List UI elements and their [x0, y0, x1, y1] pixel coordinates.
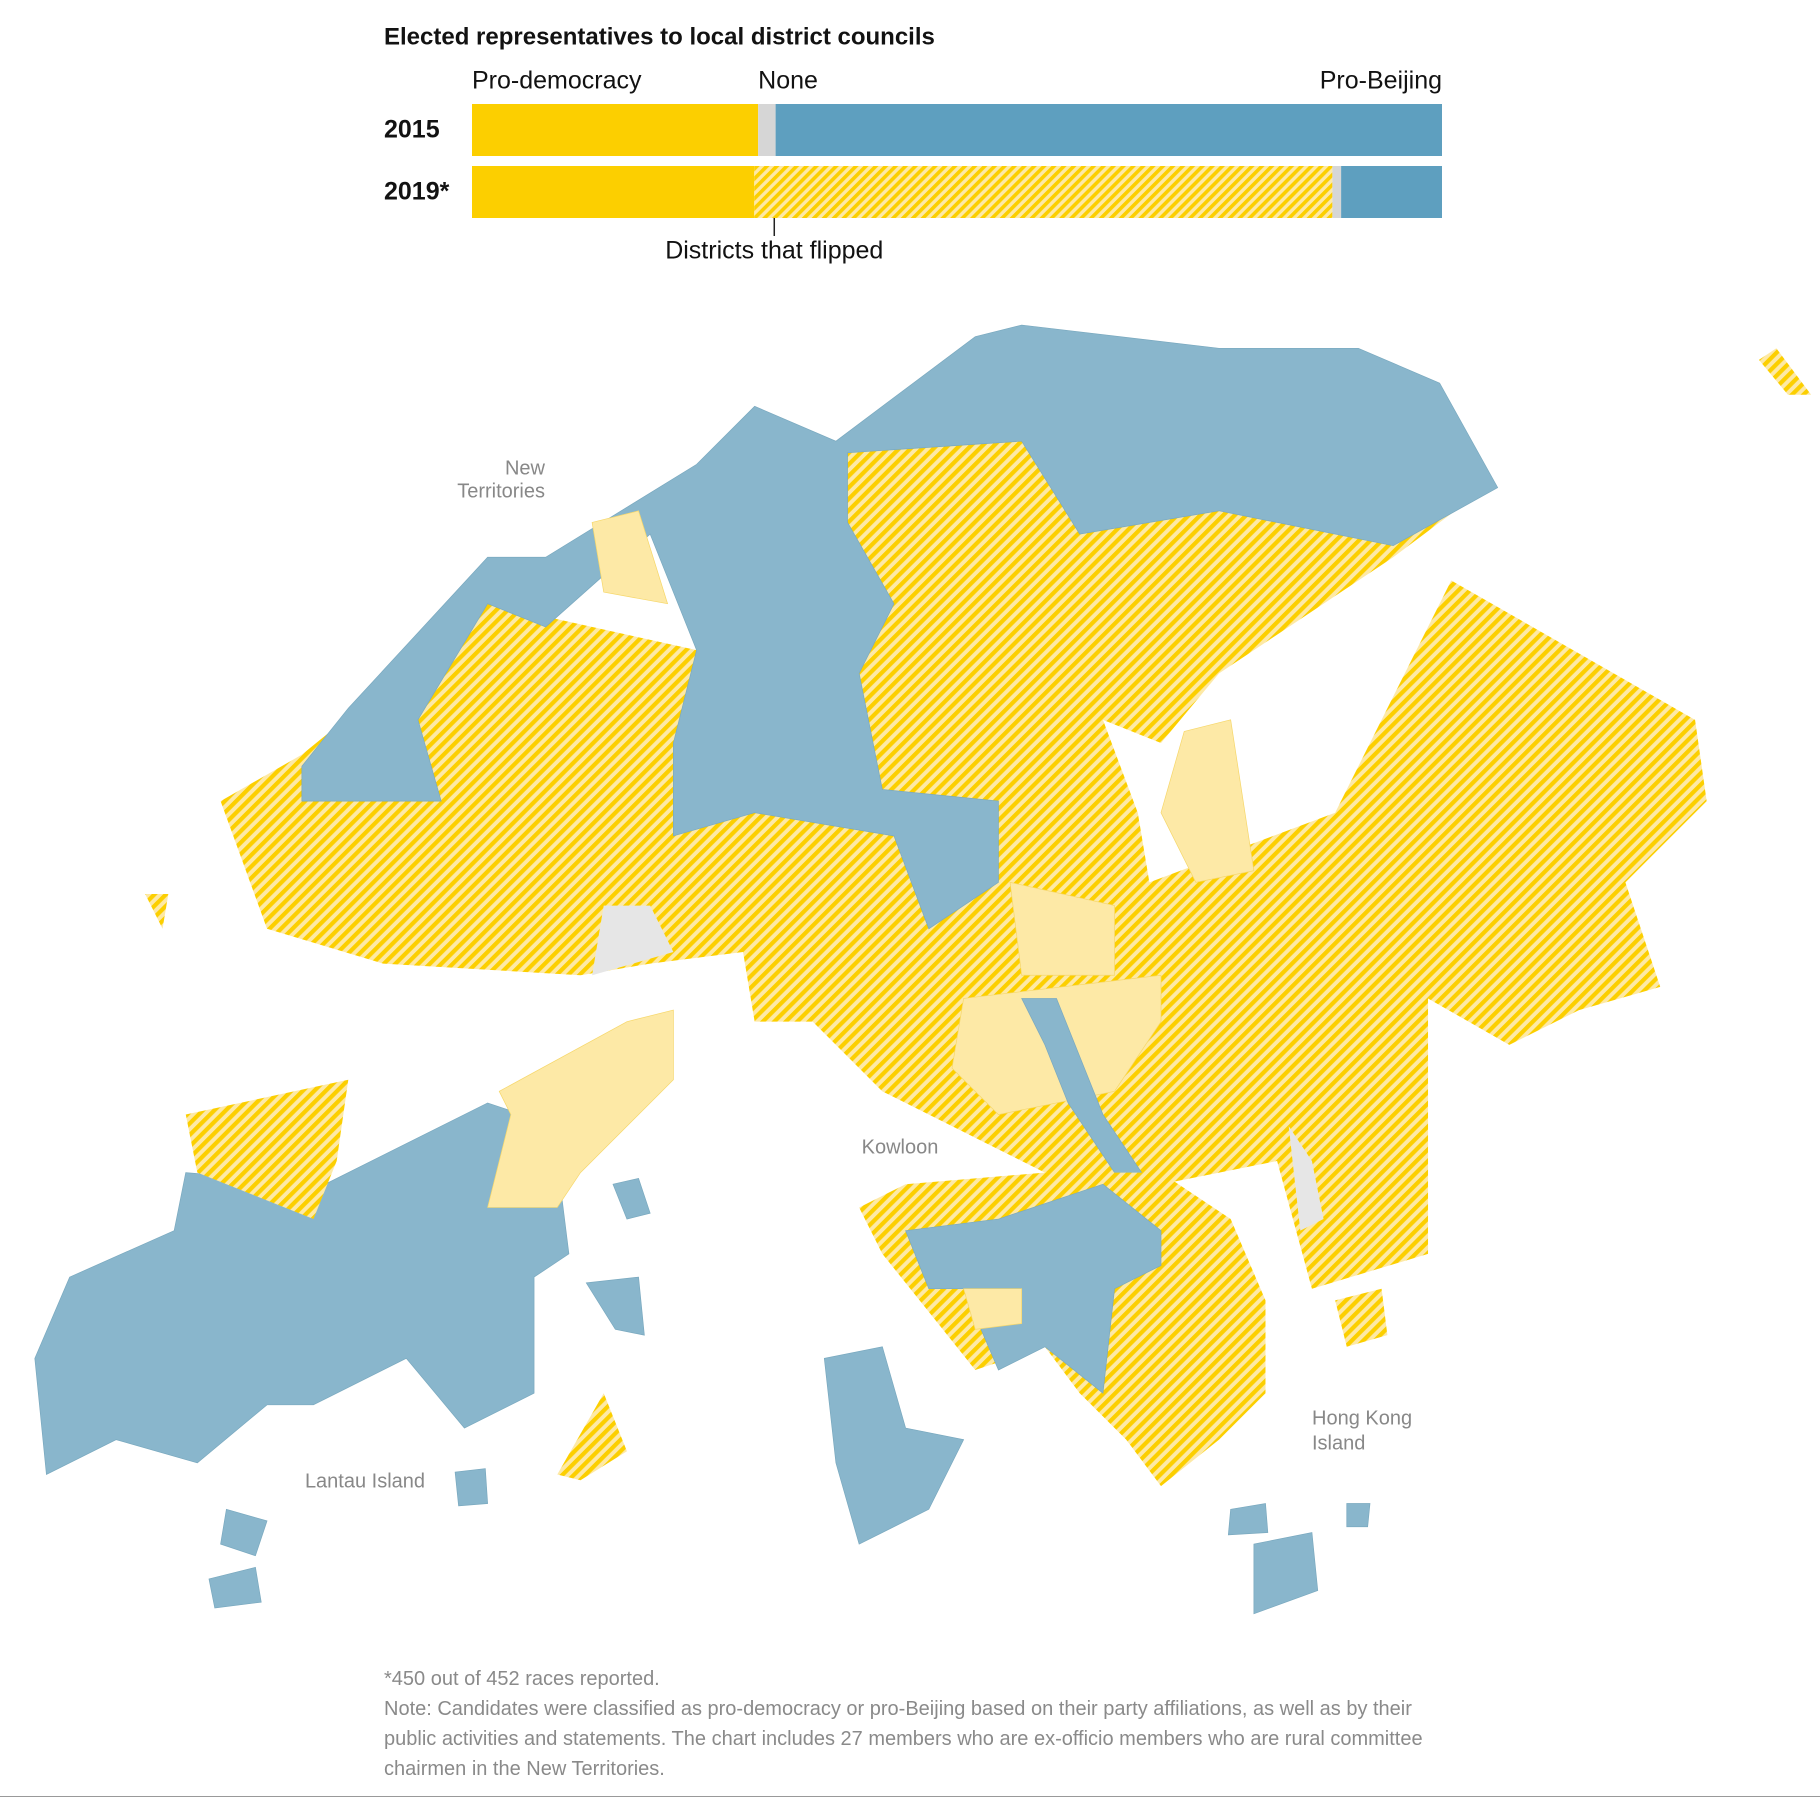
map-label: Kowloon [862, 1136, 939, 1158]
map-region [1227, 1503, 1269, 1536]
bar-segment [758, 104, 776, 156]
chart-title: Elected representatives to local distric… [384, 23, 935, 50]
footnote: Note: Candidates were classified as pro-… [384, 1698, 1423, 1780]
map-region [612, 1178, 651, 1220]
map-label: New [505, 457, 546, 479]
map-region [557, 1393, 627, 1481]
map-region [963, 1288, 1023, 1330]
map-label: Lantau Island [305, 1470, 425, 1492]
map-region [185, 1079, 349, 1220]
map-label: Hong Kong [1312, 1407, 1412, 1429]
map-region [1253, 1532, 1319, 1615]
map-region [1346, 1503, 1371, 1528]
map-region [454, 1468, 488, 1507]
bar-segment [775, 104, 1442, 156]
map-region [1335, 1288, 1388, 1347]
map-region [592, 905, 674, 976]
bar-segment [1332, 166, 1342, 218]
legend-label: None [758, 67, 818, 95]
map-region [208, 1566, 262, 1609]
divider [0, 1796, 1820, 1797]
chart: Elected representatives to local distric… [34, 23, 1812, 1615]
bar-segment [754, 166, 1333, 218]
map-region [34, 1102, 570, 1476]
map-region [220, 1508, 268, 1557]
map-region [1758, 348, 1812, 395]
map-region [487, 1009, 674, 1208]
map-region [585, 1276, 645, 1336]
map [34, 324, 1812, 1615]
map-region [301, 324, 1499, 930]
map-region [905, 1183, 1162, 1394]
legend-label: Districts that flipped [665, 237, 883, 265]
bar-segment [472, 166, 755, 218]
map-region [591, 510, 669, 605]
map-label: Island [1312, 1432, 1365, 1454]
footnotes: *450 out of 452 races reported. Note: Ca… [384, 1664, 1444, 1784]
map-region [823, 1346, 965, 1545]
legend-label: Pro-Beijing [1320, 67, 1442, 95]
map-label: Territories [457, 480, 545, 502]
legend-label: Pro-democracy [472, 67, 642, 95]
map-region [145, 893, 169, 929]
category-label: 2015 [384, 116, 440, 144]
category-label: 2019* [384, 178, 450, 206]
footnote: *450 out of 452 races reported. [384, 1668, 660, 1690]
bar-segment [472, 104, 759, 156]
map-region [1009, 881, 1115, 976]
map-region [1160, 719, 1255, 883]
bar-segment [1341, 166, 1442, 218]
